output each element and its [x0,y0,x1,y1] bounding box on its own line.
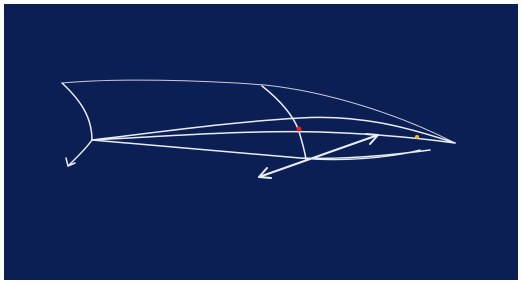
sketch-canvas [0,0,522,284]
red-dot [297,127,302,132]
page [0,0,522,284]
yellow-dot [415,135,419,139]
background [4,4,518,280]
